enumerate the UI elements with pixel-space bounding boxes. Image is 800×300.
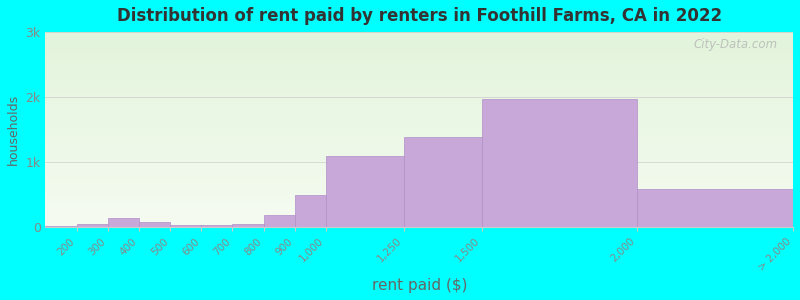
Bar	[77, 224, 108, 227]
Bar	[139, 222, 170, 227]
Bar	[232, 224, 263, 227]
X-axis label: rent paid ($): rent paid ($)	[371, 278, 467, 293]
Bar	[638, 189, 793, 227]
Bar	[404, 137, 482, 227]
Y-axis label: households: households	[7, 94, 20, 165]
Bar	[326, 156, 404, 227]
Bar	[294, 195, 326, 227]
Bar	[108, 218, 139, 227]
Bar	[46, 226, 77, 227]
Text: City-Data.com: City-Data.com	[694, 38, 778, 51]
Bar	[482, 99, 638, 227]
Title: Distribution of rent paid by renters in Foothill Farms, CA in 2022: Distribution of rent paid by renters in …	[117, 7, 722, 25]
Bar	[170, 225, 202, 227]
Bar	[202, 225, 232, 227]
Bar	[263, 215, 294, 227]
